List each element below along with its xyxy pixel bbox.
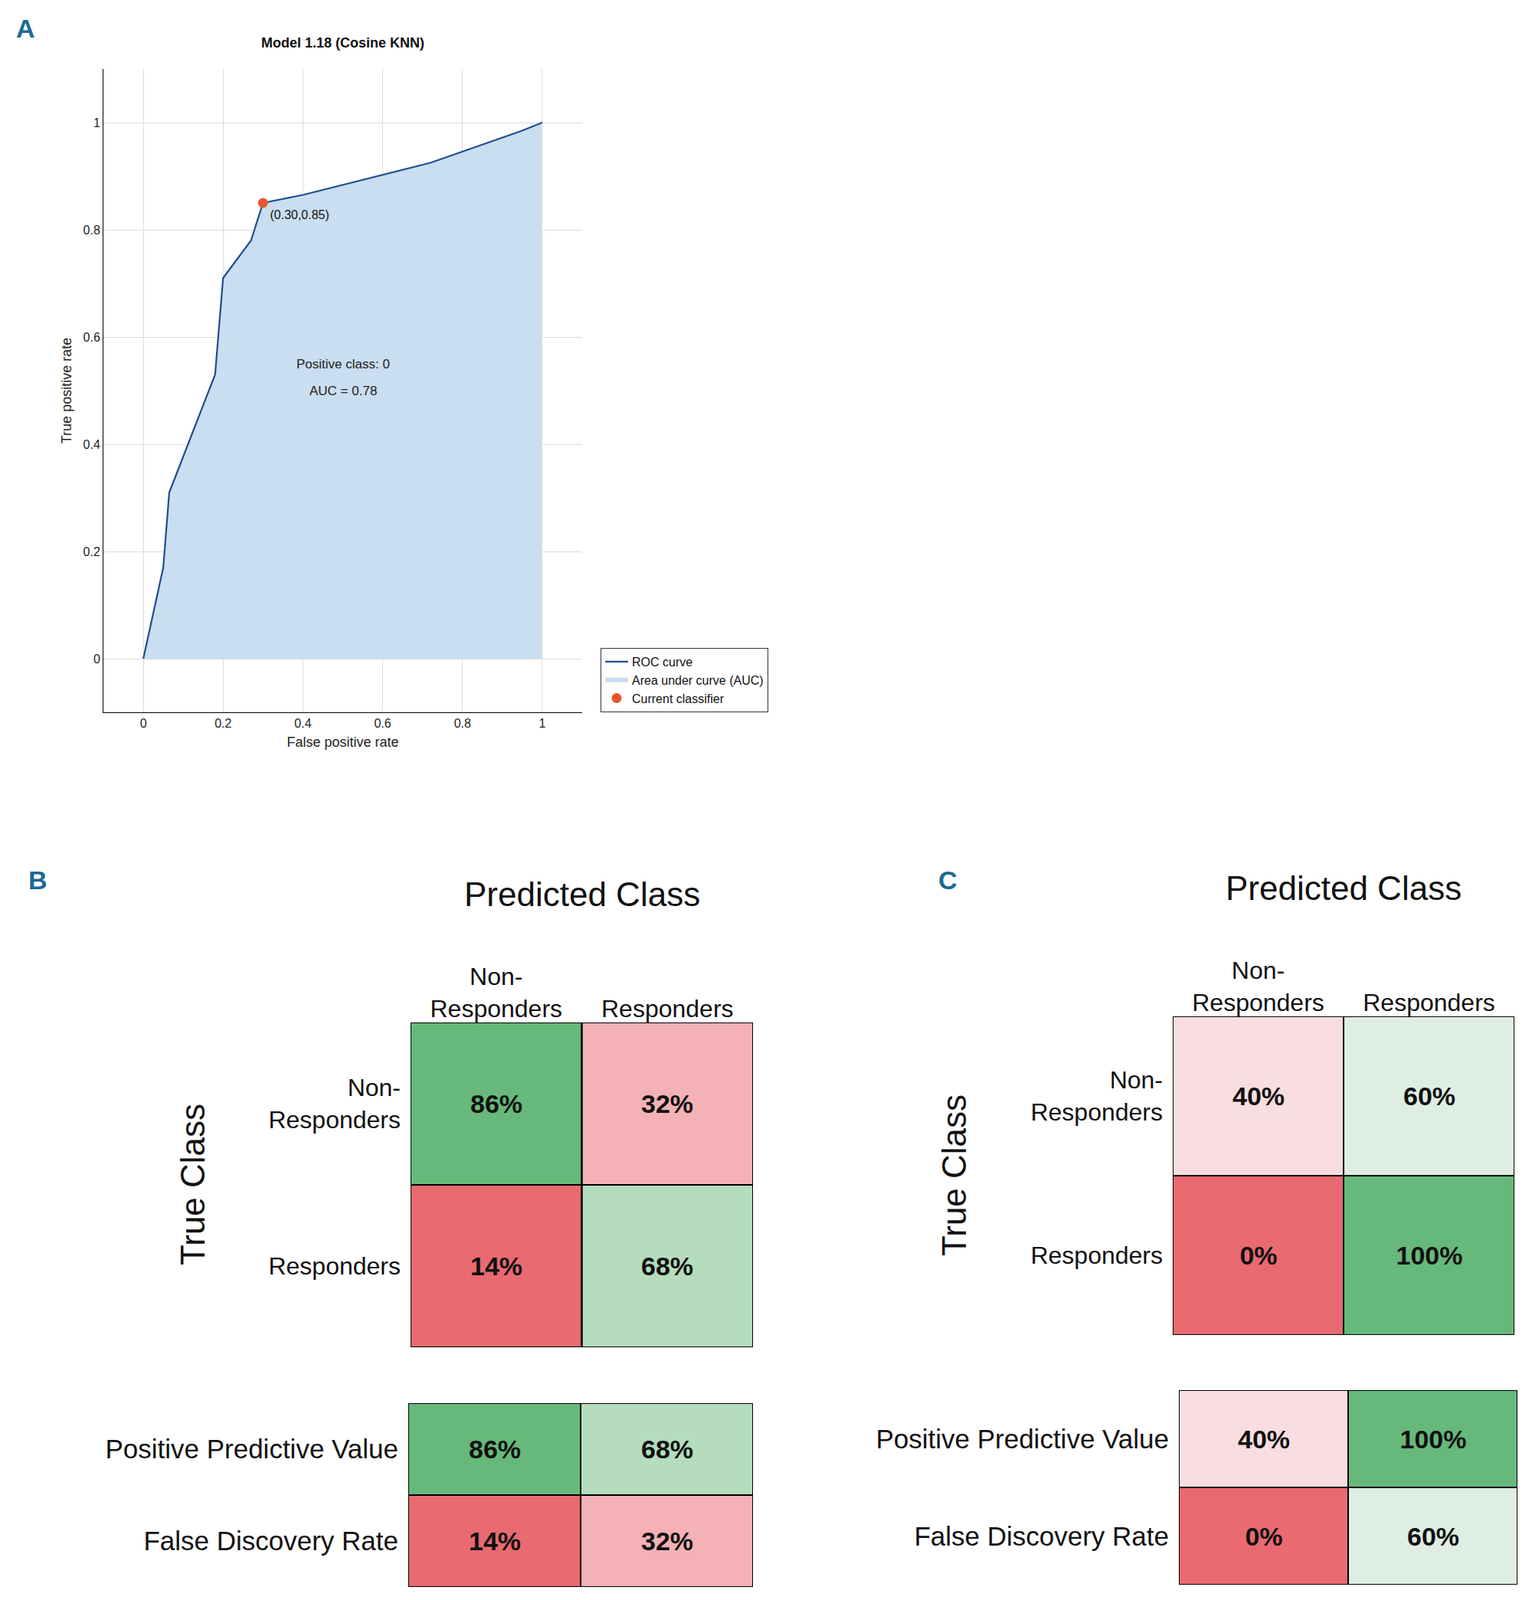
svg-text:0%: 0%: [1244, 1522, 1283, 1552]
svg-text:Non-Responders: Non-Responders: [1191, 956, 1325, 1017]
svg-text:Non-Responders: Non-Responders: [268, 1073, 401, 1134]
svg-text:0.2: 0.2: [83, 545, 101, 559]
svg-text:AUC = 0.78: AUC = 0.78: [309, 383, 377, 399]
svg-text:0.2: 0.2: [214, 716, 232, 730]
svg-text:40%: 40%: [1232, 1081, 1285, 1111]
svg-text:Area under curve (AUC): Area under curve (AUC): [631, 674, 764, 688]
svg-text:60%: 60%: [1407, 1522, 1460, 1552]
svg-text:True Class: True Class: [173, 1103, 212, 1266]
svg-text:False Discovery Rate: False Discovery Rate: [143, 1525, 399, 1556]
svg-text:40%: 40%: [1237, 1424, 1290, 1454]
svg-text:Responders: Responders: [1362, 988, 1496, 1017]
svg-text:0.4: 0.4: [294, 716, 311, 730]
svg-text:A: A: [16, 13, 36, 43]
svg-text:Non-Responders: Non-Responders: [1030, 1066, 1163, 1127]
svg-text:Responders: Responders: [601, 995, 734, 1023]
svg-text:14%: 14%: [468, 1526, 521, 1556]
svg-text:Responders: Responders: [1030, 1241, 1163, 1270]
svg-text:0: 0: [140, 716, 148, 730]
svg-text:0.8: 0.8: [454, 716, 472, 730]
svg-text:100%: 100%: [1400, 1424, 1467, 1454]
svg-text:1: 1: [538, 716, 546, 730]
svg-text:68%: 68%: [641, 1434, 694, 1464]
svg-text:0.8: 0.8: [83, 223, 101, 237]
svg-text:True positive rate: True positive rate: [58, 337, 75, 444]
svg-text:(0.30,0.85): (0.30,0.85): [269, 208, 329, 222]
svg-text:0.6: 0.6: [373, 716, 391, 730]
svg-text:B: B: [28, 865, 48, 895]
svg-text:Positive class: 0: Positive class: 0: [296, 356, 390, 372]
svg-text:1: 1: [93, 116, 101, 130]
svg-text:Model 1.18 (Cosine KNN): Model 1.18 (Cosine KNN): [261, 35, 425, 51]
svg-text:14%: 14%: [470, 1251, 523, 1281]
svg-text:Positive Predictive Value: Positive Predictive Value: [104, 1433, 399, 1464]
svg-text:100%: 100%: [1396, 1240, 1464, 1271]
svg-text:32%: 32%: [641, 1526, 694, 1556]
svg-text:0: 0: [93, 652, 101, 666]
svg-text:86%: 86%: [468, 1434, 521, 1464]
svg-text:False positive rate: False positive rate: [286, 734, 399, 750]
svg-text:Predicted Class: Predicted Class: [464, 875, 701, 914]
svg-text:60%: 60%: [1403, 1081, 1456, 1111]
svg-text:0.6: 0.6: [83, 330, 101, 344]
svg-text:68%: 68%: [641, 1251, 694, 1281]
svg-text:Current classifier: Current classifier: [631, 692, 725, 706]
svg-text:True Class: True Class: [935, 1094, 973, 1257]
svg-text:False Discovery Rate: False Discovery Rate: [913, 1521, 1169, 1552]
svg-text:Non-Responders: Non-Responders: [429, 962, 563, 1023]
svg-text:Predicted Class: Predicted Class: [1225, 869, 1462, 907]
svg-text:0.4: 0.4: [83, 438, 101, 452]
svg-text:86%: 86%: [470, 1089, 523, 1119]
svg-text:32%: 32%: [641, 1089, 694, 1119]
svg-text:C: C: [938, 865, 958, 895]
svg-text:Positive Predictive Value: Positive Predictive Value: [875, 1423, 1169, 1454]
svg-text:ROC curve: ROC curve: [631, 655, 693, 669]
svg-text:0%: 0%: [1239, 1240, 1277, 1271]
svg-text:Responders: Responders: [268, 1252, 401, 1280]
